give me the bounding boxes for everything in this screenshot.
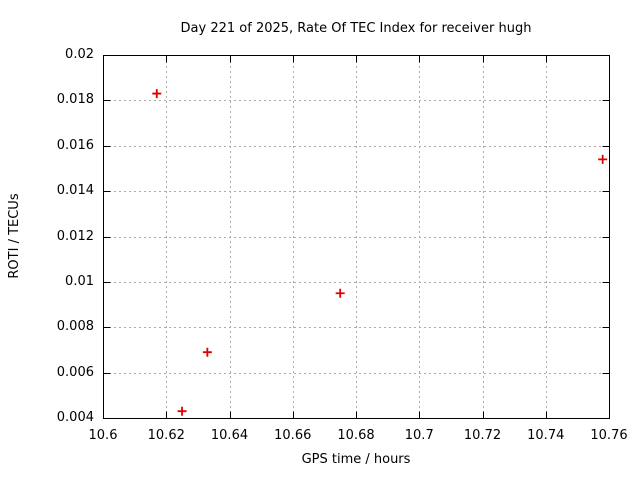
y-tick-label: 0.016 [56,137,94,153]
x-tick-label: 10.6 [88,428,118,443]
y-tick-label: 0.004 [56,410,94,425]
x-tick-label: 10.68 [337,428,375,443]
x-tick-label: 10.64 [210,428,249,443]
y-tick-label: 0.006 [56,364,94,380]
data-point-marker [335,288,345,298]
data-point-marker [152,89,162,99]
x-tick-label: 10.72 [463,428,502,443]
plot-border [103,55,610,419]
data-point-marker [598,154,608,164]
chart-title: Day 221 of 2025, Rate Of TEC Index for r… [180,21,532,36]
x-tick-label: 10.76 [590,428,628,443]
x-axis-label: GPS time / hours [301,452,411,467]
x-tick-label: 10.62 [147,428,185,443]
y-tick-label: 0.02 [65,47,94,62]
y-tick-label: 0.018 [56,92,94,108]
x-tick-label: 10.7 [404,428,434,443]
y-tick-label: 0.008 [56,319,94,335]
y-tick-label: 0.012 [56,228,94,244]
data-point-marker [177,406,187,416]
data-point-marker [202,347,212,357]
plot-area [103,55,610,419]
y-tick-label: 0.014 [56,183,94,199]
x-tick-label: 10.66 [274,428,312,443]
x-tick-label: 10.74 [527,428,565,443]
y-tick-label: 0.01 [65,273,94,289]
